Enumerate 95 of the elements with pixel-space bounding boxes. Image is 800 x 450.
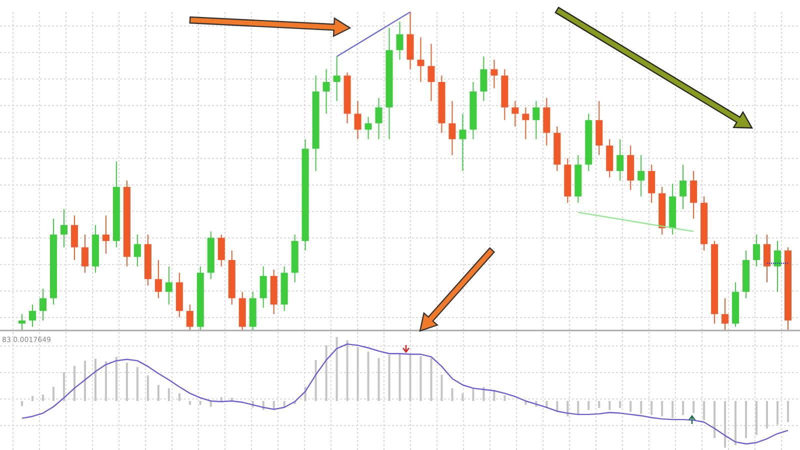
bar <box>703 401 706 420</box>
candlestick <box>18 314 26 330</box>
candlestick <box>354 100 362 140</box>
bar <box>314 360 317 401</box>
bar <box>672 401 674 418</box>
candlestick <box>39 288 46 321</box>
bar <box>650 401 653 416</box>
bar <box>94 358 96 401</box>
bar <box>378 358 380 401</box>
bar <box>346 340 348 401</box>
candlestick <box>680 164 687 210</box>
candlestick <box>512 100 519 127</box>
bar <box>640 401 642 414</box>
bar <box>210 401 212 407</box>
bar <box>766 401 768 429</box>
candlestick <box>81 234 88 274</box>
candlestick <box>154 260 162 299</box>
bar <box>398 353 401 401</box>
candlestick <box>70 215 78 261</box>
candlestick <box>260 266 267 308</box>
bar <box>630 401 632 412</box>
bar <box>420 356 422 401</box>
candlestick <box>375 97 382 140</box>
bar <box>409 354 412 401</box>
candlestick <box>333 56 340 102</box>
bar <box>440 374 443 401</box>
bar <box>367 352 370 401</box>
bar <box>126 362 128 401</box>
bar <box>178 393 180 401</box>
candlestick <box>648 164 656 204</box>
candlestick <box>459 113 466 172</box>
candlestick <box>490 59 498 89</box>
bar <box>388 354 390 401</box>
bar <box>52 386 54 401</box>
bar <box>734 401 737 446</box>
bar <box>619 401 622 408</box>
candlestick <box>322 68 330 114</box>
bar <box>356 347 359 401</box>
bar <box>472 388 474 401</box>
bar <box>336 337 338 401</box>
bar <box>588 401 590 410</box>
bar <box>430 358 432 401</box>
candlestick <box>690 170 698 220</box>
bar <box>776 401 779 425</box>
bar <box>199 401 202 405</box>
candlestick <box>165 266 172 306</box>
bar <box>692 401 695 414</box>
bar <box>482 386 485 401</box>
bar <box>157 385 160 401</box>
candlestick <box>764 234 771 283</box>
candlestick <box>417 36 424 82</box>
bar <box>608 401 611 410</box>
candlestick <box>774 240 782 292</box>
bar <box>661 401 664 416</box>
bar <box>577 401 580 416</box>
candlestick <box>364 116 372 140</box>
bar <box>136 367 138 401</box>
bar <box>724 401 726 448</box>
bar <box>115 356 118 401</box>
candlestick <box>480 56 488 102</box>
bar <box>188 401 191 405</box>
bar <box>84 360 86 401</box>
candlestick <box>616 138 624 182</box>
bar <box>504 395 506 401</box>
bar <box>73 366 76 401</box>
candlestick <box>218 234 225 267</box>
bar <box>756 401 758 435</box>
candlestick <box>186 304 194 330</box>
bar <box>42 394 44 401</box>
bar <box>451 388 454 401</box>
candlestick <box>28 304 36 328</box>
candlestick <box>428 43 435 102</box>
candlestick <box>134 234 141 267</box>
bar <box>787 401 789 422</box>
candlestick <box>638 154 645 197</box>
candlestick <box>396 21 404 60</box>
bar <box>462 393 464 401</box>
bar <box>220 397 222 401</box>
bar <box>745 401 748 438</box>
candlestick <box>722 298 729 330</box>
bar <box>682 401 684 416</box>
bar <box>566 401 569 416</box>
bar <box>325 345 328 401</box>
candlestick <box>60 208 68 248</box>
bar <box>21 401 23 406</box>
candlestick <box>532 100 540 140</box>
candlestick <box>102 215 110 254</box>
candlestick <box>522 106 530 140</box>
bar <box>104 361 107 401</box>
bar <box>168 388 170 401</box>
bar <box>598 401 600 408</box>
bar <box>714 401 716 438</box>
candlestick <box>753 234 760 267</box>
bar <box>146 375 149 401</box>
candlestick <box>448 100 456 156</box>
